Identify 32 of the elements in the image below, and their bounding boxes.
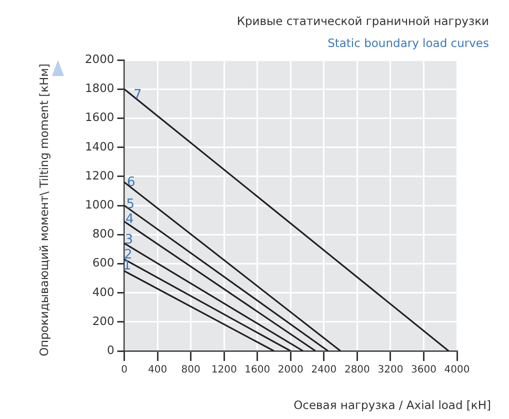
x-tick-label: 2400 (311, 364, 337, 376)
y-tick-label: 1600 (84, 110, 114, 124)
x-tick-label: 0 (121, 364, 128, 376)
series-label: 4 (125, 212, 134, 228)
x-tick-label: 2000 (278, 364, 304, 376)
y-tick-label: 800 (92, 226, 114, 241)
y-tick-label: 600 (92, 256, 114, 270)
chart-subtitle: Static boundary load curves (328, 36, 489, 50)
x-tick-label: 3200 (378, 364, 404, 376)
x-axis-title: Осевая нагрузка / Axial load [кН] (294, 398, 491, 412)
y-tick-label: 1000 (84, 197, 114, 212)
x-tick-label: 3600 (411, 364, 436, 376)
y-tick-label: 1200 (84, 168, 114, 182)
y-tick-label: 2000 (84, 52, 114, 66)
y-axis-title: Опрокидывающий момент\ Tilting moment [кНм] (37, 64, 51, 356)
x-tick-label: 800 (181, 364, 200, 376)
y-tick-label: 0 (106, 342, 114, 357)
series-label: 3 (124, 232, 133, 248)
series-label: 6 (126, 175, 136, 190)
y-tick-label: 1400 (84, 139, 114, 154)
x-tick-label: 400 (148, 364, 168, 376)
x-tick-label: 4000 (444, 364, 470, 376)
x-tick-label: 1200 (211, 364, 237, 376)
series-label: 1 (122, 258, 132, 274)
x-tick-label: 1600 (244, 364, 270, 376)
series-label: 5 (126, 197, 134, 212)
x-tick-label: 2800 (344, 364, 370, 376)
y-tick-label: 400 (92, 284, 114, 299)
chart-title: Кривые статической граничной нагрузки (236, 14, 489, 28)
y-tick-label: 1800 (84, 81, 114, 96)
series-label: 7 (133, 88, 142, 103)
y-tick-label: 200 (92, 314, 114, 328)
